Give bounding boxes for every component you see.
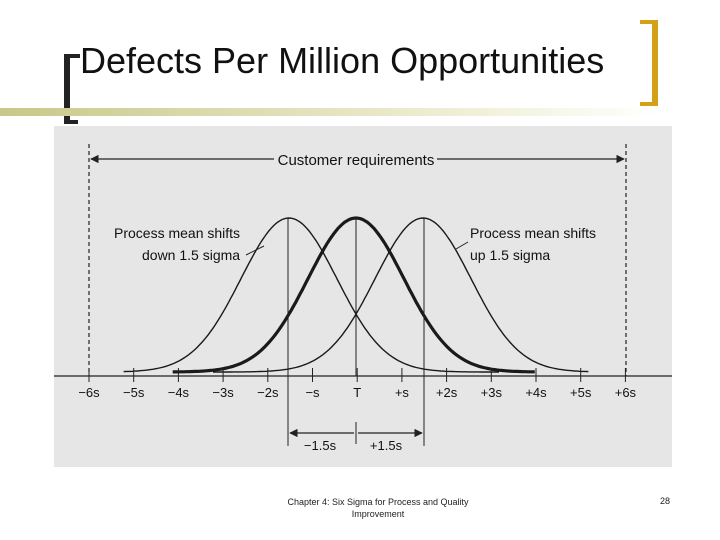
axis-tick-label: +2s [436, 385, 458, 400]
shift-plus-label: +1.5s [370, 438, 403, 453]
curve-centered [172, 216, 535, 374]
axis-ticks [88, 368, 626, 382]
shift-up-label-line1: Process mean shifts [470, 225, 596, 241]
curve-shifted-down [123, 217, 499, 373]
page-number: 28 [659, 496, 670, 506]
shift-down-label-line2: down 1.5 sigma [142, 247, 240, 263]
sigma-shift-figure: Customer requirements Process mean shift… [54, 126, 672, 467]
slide-footer: Chapter 4: Six Sigma for Process and Qua… [287, 497, 469, 519]
axis-tick-label: −5s [123, 385, 145, 400]
axis-tick-label: −3s [212, 385, 234, 400]
axis-tick-label: +3s [481, 385, 503, 400]
shift-up-label-line2: up 1.5 sigma [470, 247, 550, 263]
axis-tick-label: T [353, 385, 361, 400]
axis-tick-label: −4s [168, 385, 190, 400]
gold-bracket-right-top [640, 20, 658, 24]
customer-requirements-label: Customer requirements [278, 152, 435, 169]
top-bracket-left-cap [64, 54, 80, 58]
axis-tick-label: +5s [570, 385, 592, 400]
shift-down-label-line1: Process mean shifts [114, 225, 240, 241]
shift-down-leader [245, 245, 265, 256]
gold-bracket-right [652, 20, 658, 106]
axis-tick-label: −s [305, 385, 320, 400]
title-underline-bar [0, 108, 660, 116]
axis-tick-label: +4s [525, 385, 547, 400]
curve-shifted-up [213, 217, 589, 373]
shift-up-leader [455, 241, 469, 250]
top-bracket-left [64, 54, 70, 124]
top-bracket-left-foot [64, 120, 78, 124]
slide-title: Defects Per Million Opportunities [80, 40, 605, 81]
axis-tick-label: +s [395, 385, 410, 400]
shift-minus-label: −1.5s [304, 438, 337, 453]
axis-tick-label: +6s [615, 385, 637, 400]
axis-tick-label: −2s [257, 385, 279, 400]
gold-bracket-right-bottom [640, 102, 658, 106]
axis-tick-label: −6s [78, 385, 100, 400]
sigma-shift-diagram: Customer requirements Process mean shift… [54, 144, 672, 453]
axis-tick-labels: −6s −5s −4s −3s −2s −s T +s +2s +3s +4s +5s +6s [78, 385, 636, 400]
